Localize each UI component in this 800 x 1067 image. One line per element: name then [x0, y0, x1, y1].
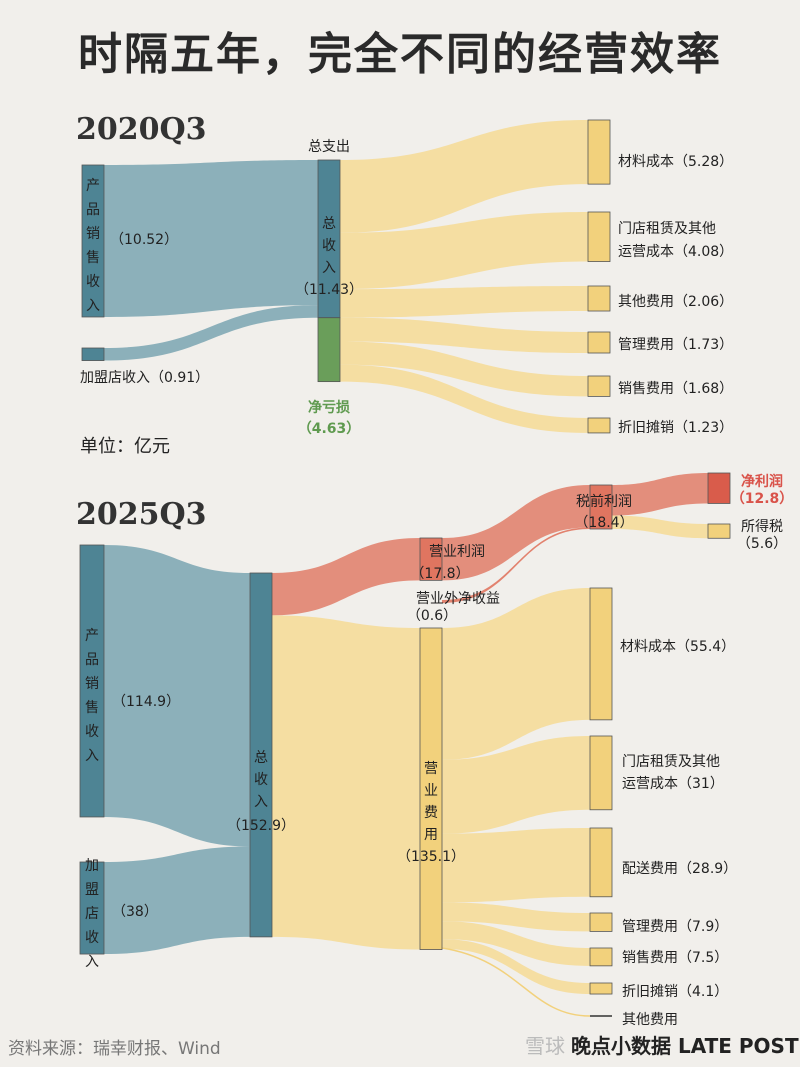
value-franchise: （38） [112, 904, 158, 920]
flow-expense-rent [340, 212, 588, 290]
value-total-revenue: （11.43） [295, 282, 363, 298]
label-income-tax: 所得税 [741, 518, 783, 535]
label-admin: 管理费用（1.73） [618, 337, 733, 353]
node-product-sales [81, 164, 105, 318]
brand-credit: 雪球 晚点小数据 LATE POST [525, 1030, 799, 1059]
brand-logo-text: 晚点小数据 LATE POST [571, 1034, 799, 1058]
value-product-sales: （114.9） [112, 694, 180, 710]
watermark-text: 雪球 [525, 1034, 565, 1058]
label-rent-line1: 门店租赁及其他 [618, 221, 716, 237]
flow-pretax-to-tax [612, 515, 708, 539]
label-pretax-profit: 税前利润 [576, 493, 632, 510]
node-rent [587, 211, 611, 262]
label-franchise: 加盟店收入 [85, 858, 99, 970]
flow-expense-dep [442, 939, 590, 995]
node-other [587, 285, 611, 312]
node-sales [587, 375, 611, 397]
value-nonop-income: （0.6） [407, 608, 457, 624]
node-material [587, 119, 611, 185]
flow-expense-other [441, 947, 591, 1017]
flow-expense-sales [340, 341, 588, 397]
node-delivery [589, 827, 613, 898]
value-income-tax: （5.6） [737, 536, 787, 552]
value-net-loss: （4.63） [298, 421, 361, 437]
period-title-2025q3: 2025Q3 [76, 497, 207, 532]
node-material [589, 587, 613, 721]
source-note: 资料来源：瑞幸财报、Wind [8, 1039, 221, 1059]
node-product-sales [79, 544, 105, 818]
node-op-expense [419, 627, 443, 950]
node-franchise [81, 347, 105, 361]
label-total-expense: 总支出 [308, 139, 350, 155]
label-op-profit: 营业利润 [429, 544, 485, 560]
label-op-expense: 营业费用 [424, 761, 438, 843]
label-other: 其他费用（2.06） [618, 294, 733, 310]
label-material: 材料成本（5.28） [618, 154, 733, 170]
label-depreciation: 折旧摊销（1.23） [618, 420, 733, 436]
node-total-revenue [249, 572, 273, 938]
flow-product-to-revenue [104, 545, 250, 847]
flow-expense-dep [340, 364, 588, 433]
label-product-sales: 产品销售收入 [86, 178, 100, 314]
period-title-2020q3: 2020Q3 [76, 112, 207, 147]
value-product-sales: （10.52） [110, 232, 178, 248]
label-depreciation: 折旧摊销（4.1） [622, 984, 728, 1000]
node-admin [589, 912, 613, 932]
label-other: 其他费用 [622, 1012, 678, 1028]
flow-expense-admin [340, 317, 588, 354]
flow-expense-sales [442, 921, 590, 966]
node-pretax-profit [589, 484, 613, 530]
label-franchise: 加盟店收入（0.91） [80, 370, 209, 386]
flow-expense-admin [442, 902, 590, 932]
flow-pretax-to-net-profit [612, 473, 708, 516]
page-title: 时隔五年，完全不同的经营效率 [78, 29, 722, 80]
flow-franchise-to-revenue [104, 846, 250, 955]
flow-expense-material [442, 588, 590, 760]
label-sales: 销售费用（1.68） [618, 381, 733, 397]
flow-revenue-to-op-expense [272, 615, 420, 950]
label-net-loss: 净亏损 [308, 399, 350, 416]
label-sales: 销售费用（7.5） [622, 950, 728, 966]
flow-expense-material [340, 120, 588, 233]
flow-expense-delivery [442, 828, 590, 903]
unit-label: 单位：亿元 [80, 436, 170, 457]
label-product-sales: 产品销售收入 [85, 628, 99, 764]
value-op-profit: （17.8） [410, 566, 469, 582]
node-sales [589, 947, 613, 967]
value-net-profit: （12.8） [731, 491, 794, 507]
flow-nonop-to-pretax [442, 527, 590, 603]
value-op-expense: （135.1） [397, 849, 465, 865]
node-income-tax [707, 523, 731, 539]
label-total-revenue: 总收入 [322, 216, 336, 276]
node-dep [589, 982, 613, 995]
label-admin: 管理费用（7.9） [622, 919, 728, 935]
value-pretax-profit: （18.4） [574, 515, 633, 531]
label-rent-line2: 运营成本（4.08） [618, 244, 733, 260]
node-op-profit [419, 537, 443, 581]
node-net-loss [317, 317, 341, 383]
label-delivery: 配送费用（28.9） [622, 861, 737, 877]
node-franchise [79, 861, 105, 955]
flow-product-to-revenue [104, 160, 318, 317]
flow-op-profit-to-pretax [442, 485, 590, 581]
label-rent-line2: 运营成本（31） [622, 776, 724, 792]
node-net-profit [707, 472, 731, 504]
label-net-profit: 净利润 [741, 473, 783, 490]
label-nonop-income: 营业外净收益 [416, 591, 500, 607]
flow-expense-other [340, 286, 588, 318]
label-total-revenue: 总收入 [254, 750, 268, 810]
flow-revenue-to-op-profit [272, 538, 420, 616]
node-rent [589, 735, 613, 811]
label-rent-line1: 门店租赁及其他 [622, 754, 720, 770]
node-admin [587, 331, 611, 354]
value-total-revenue: （152.9） [227, 818, 295, 834]
label-material: 材料成本（55.4） [620, 639, 735, 655]
node-dep [587, 417, 611, 434]
flow-franchise-to-revenue [104, 305, 318, 361]
flow-expense-rent [442, 736, 590, 834]
